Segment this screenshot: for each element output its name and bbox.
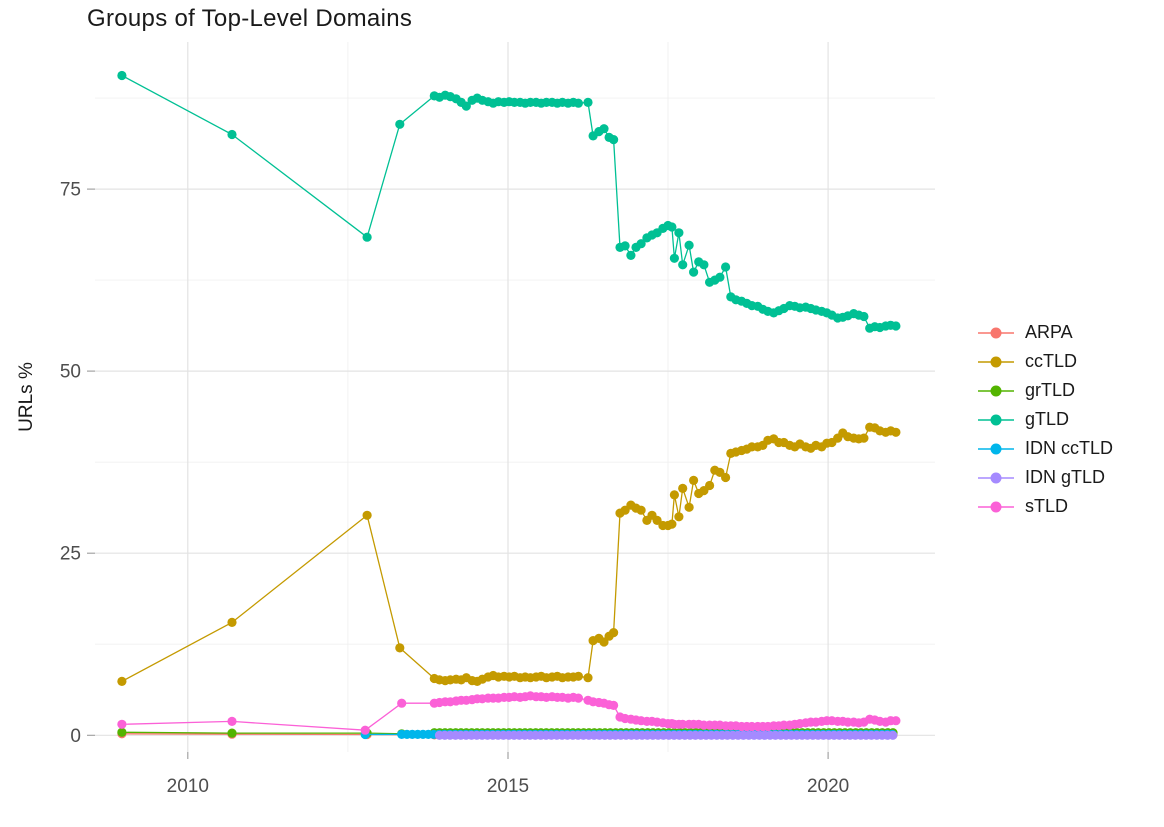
data-point	[678, 483, 688, 493]
legend-key-icon	[978, 356, 1014, 367]
series-points-ccTLD	[117, 422, 901, 687]
data-point	[715, 272, 725, 282]
data-point	[362, 510, 372, 520]
data-point	[667, 519, 677, 529]
y-tick-label: 75	[60, 180, 81, 201]
data-point	[705, 480, 715, 491]
y-tick-label: 0	[70, 726, 81, 747]
data-point	[227, 129, 237, 140]
legend-item-arpa: ARPA	[976, 322, 1113, 343]
legend-key-icon	[978, 472, 1014, 483]
data-point	[674, 228, 684, 238]
data-point	[395, 643, 405, 653]
chart-title: Groups of Top-Level Domains	[87, 5, 413, 32]
data-point	[669, 490, 680, 500]
data-point	[689, 267, 699, 277]
legend-item-label: grTLD	[1025, 380, 1076, 400]
legend-item-label: ARPA	[1025, 322, 1073, 342]
legend-item-gtld: gTLD	[976, 409, 1113, 430]
data-point	[674, 512, 684, 522]
data-point	[721, 472, 731, 483]
legend-key-icon	[978, 327, 1014, 338]
data-point	[461, 101, 471, 111]
data-point	[620, 241, 630, 251]
legend-item-label: sTLD	[1025, 496, 1069, 516]
data-point	[609, 135, 619, 145]
data-point	[609, 700, 619, 711]
data-point	[573, 693, 584, 703]
data-point	[859, 433, 869, 443]
legend-item-idn-cctld: IDN ccTLD	[976, 438, 1113, 459]
data-point	[891, 716, 901, 726]
data-point	[636, 505, 646, 515]
data-point	[117, 676, 127, 687]
legend-item-idn-gtld: IDN gTLD	[976, 467, 1113, 488]
data-point	[636, 239, 646, 249]
x-tick-label: 2020	[807, 776, 849, 797]
data-point	[227, 728, 237, 738]
legend-item-label: IDN ccTLD	[1025, 438, 1114, 458]
legend-key-icon	[978, 414, 1014, 425]
series-line-ccTLD	[121, 426, 897, 683]
series-line-gTLD	[121, 74, 896, 329]
data-point	[699, 260, 709, 270]
x-tick-label: 2015	[487, 776, 529, 797]
legend-item-stld: sTLD	[976, 496, 1113, 517]
data-point	[599, 124, 609, 134]
data-point	[721, 262, 731, 272]
data-point	[117, 70, 127, 81]
data-point	[667, 222, 677, 232]
data-point	[669, 253, 680, 263]
series-points-IDN gTLD	[434, 730, 898, 740]
data-point	[689, 475, 699, 485]
legend-item-label: gTLD	[1025, 409, 1070, 429]
y-tick-label: 50	[60, 362, 81, 383]
data-point	[227, 716, 237, 727]
legend: ARPA ccTLD grTLD gTLD IDN ccTLD IDN gTLD sTLD	[976, 322, 1113, 517]
data-point	[583, 673, 593, 683]
data-point	[609, 628, 619, 638]
data-point	[362, 232, 372, 242]
data-point	[891, 321, 901, 331]
data-point	[573, 671, 584, 681]
x-tick-label: 2010	[167, 776, 209, 797]
data-point	[888, 730, 898, 740]
data-point	[626, 250, 636, 260]
data-point	[227, 617, 237, 628]
data-point	[684, 502, 694, 512]
legend-item-label: IDN gTLD	[1025, 467, 1106, 487]
data-point	[395, 119, 405, 129]
data-point	[859, 311, 869, 322]
data-point	[678, 260, 688, 270]
data-point	[891, 427, 901, 437]
legend-key-icon	[978, 385, 1014, 396]
data-point	[360, 725, 370, 735]
series-points-gTLD	[117, 70, 901, 333]
data-point	[117, 719, 127, 729]
legend-key-icon	[978, 501, 1014, 512]
series-points-sTLD	[117, 691, 901, 735]
legend-key-icon	[978, 443, 1014, 454]
data-point	[583, 97, 593, 107]
data-point	[678, 719, 688, 729]
legend-item-grtld: grTLD	[976, 380, 1113, 401]
y-tick-label: 25	[60, 544, 81, 565]
legend-item-cctld: ccTLD	[976, 351, 1113, 372]
data-point	[573, 98, 584, 108]
data-point	[117, 727, 127, 737]
legend-item-label: ccTLD	[1025, 351, 1078, 371]
data-point	[397, 698, 407, 708]
data-point	[684, 240, 694, 250]
